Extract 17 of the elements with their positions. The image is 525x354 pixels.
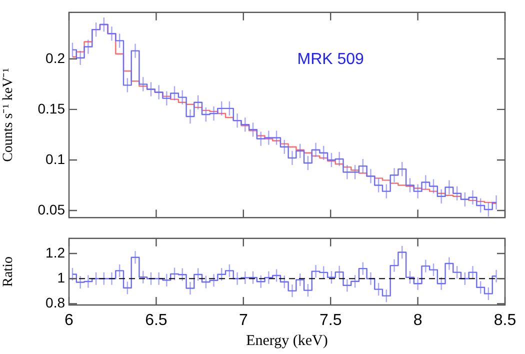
y-tick-label: 1 (57, 269, 66, 286)
y-tick-label: 1.2 (46, 244, 66, 260)
y-tick-label: 0.1 (46, 150, 66, 167)
x-axis-title: Energy (keV) (246, 332, 328, 349)
x-tick-label: 6.5 (145, 312, 168, 330)
y-axis-title: Counts s⁻¹ keV⁻¹ (1, 68, 16, 162)
x-tick-label: 8.5 (494, 312, 516, 330)
y-tick-label: 0.15 (38, 100, 66, 116)
x-tick-label: 7.5 (319, 312, 342, 330)
y-axis-title: Ratio (1, 256, 16, 287)
annotation: MRK 509 (297, 51, 364, 68)
x-tick-label: 8 (413, 312, 422, 330)
y-tick-label: 0.05 (38, 201, 66, 218)
x-tick-label: 7 (238, 312, 248, 330)
x-tick-label: 6 (64, 312, 74, 330)
y-tick-label: 0.8 (46, 294, 66, 311)
y-tick-label: 0.2 (46, 50, 66, 66)
